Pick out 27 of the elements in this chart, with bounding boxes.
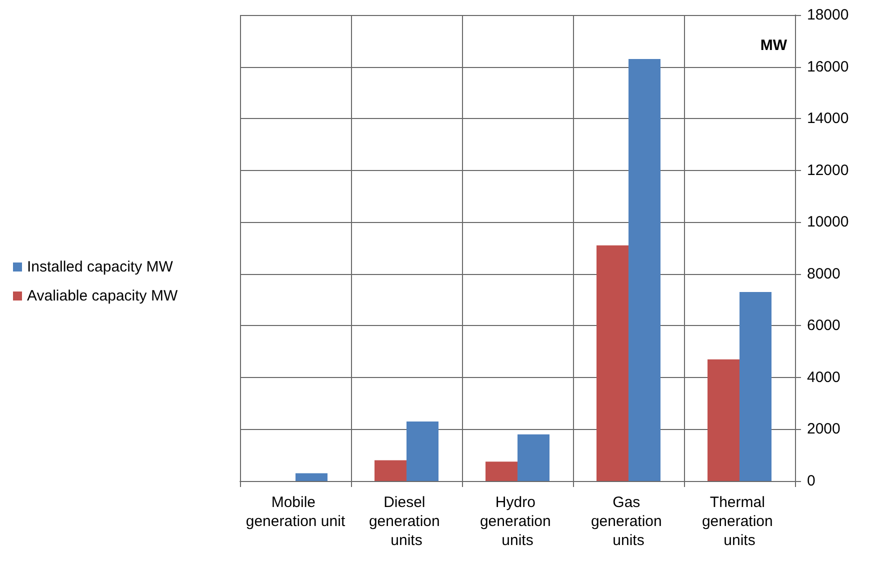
y-tick-label: 0 xyxy=(807,472,816,490)
y-tick-label: 2000 xyxy=(807,420,840,438)
x-tick-label: Diesel generation units xyxy=(368,494,444,549)
bar xyxy=(628,59,660,481)
y-tick-label: 6000 xyxy=(807,317,840,334)
y-tick-label: 4000 xyxy=(807,368,840,386)
x-tick-label: Hydro generation units xyxy=(480,494,556,549)
y-axis-title: MW xyxy=(760,37,788,54)
bar xyxy=(374,460,406,481)
legend-label: Installed capacity MW xyxy=(27,258,174,276)
y-tick-label: 8000 xyxy=(807,265,840,282)
bar xyxy=(708,359,740,481)
y-tick-label: 12000 xyxy=(807,162,849,179)
bar xyxy=(740,292,772,481)
y-tick-label: 10000 xyxy=(807,214,849,231)
y-tick-label: 14000 xyxy=(807,110,849,128)
bar xyxy=(486,462,518,481)
x-tick-label: Mobile generation unit xyxy=(246,494,346,530)
bar xyxy=(296,473,328,481)
bar xyxy=(406,421,438,481)
x-tick-label: Gas generation units xyxy=(590,494,666,549)
y-tick-label: 18000 xyxy=(807,6,849,24)
legend-label: Avaliable capacity MW xyxy=(27,288,178,304)
bar xyxy=(596,245,628,481)
y-tick-label: 16000 xyxy=(807,58,849,76)
x-tick-label: Thermal generation units xyxy=(702,494,778,549)
bar xyxy=(518,434,550,481)
